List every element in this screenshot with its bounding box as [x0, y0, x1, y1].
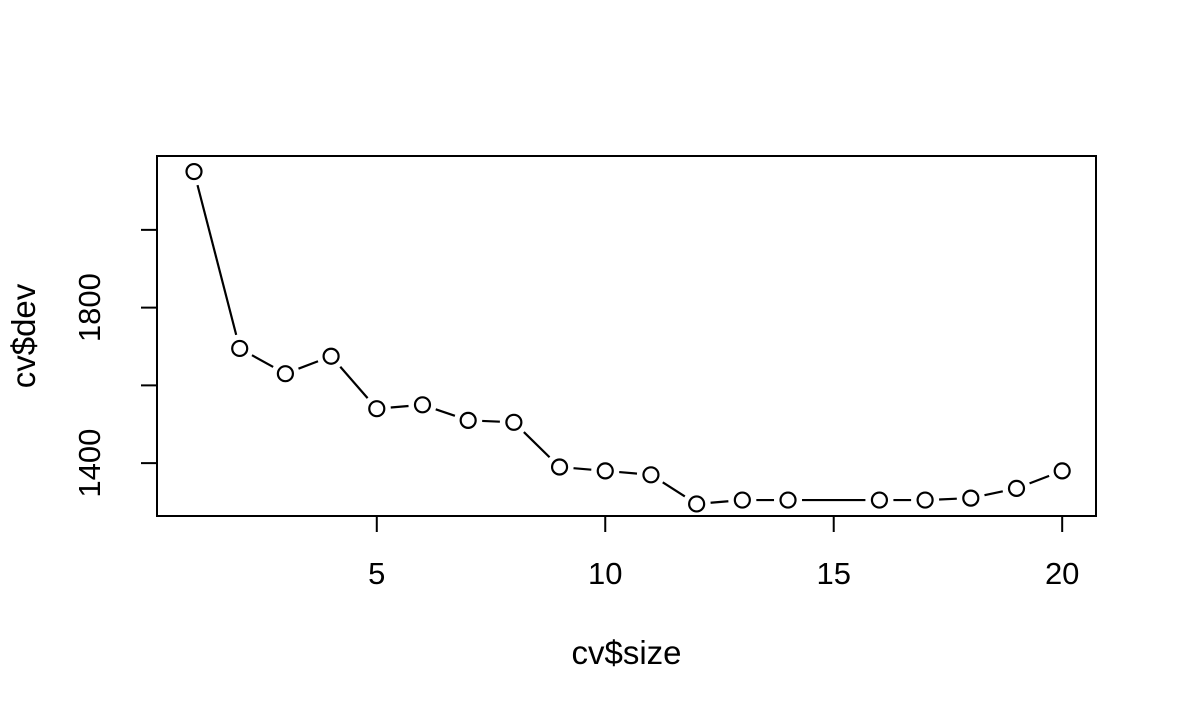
series-segment — [435, 408, 456, 417]
series-segment — [619, 470, 638, 475]
data-point — [870, 491, 889, 509]
series-segment — [573, 467, 592, 471]
data-point — [459, 411, 477, 429]
data-point — [322, 347, 340, 365]
data-point — [368, 400, 386, 418]
y-axis-tick-label: 1400 — [72, 429, 107, 498]
series-segment — [390, 404, 409, 409]
data-point — [505, 413, 523, 431]
series-segment — [523, 431, 551, 459]
series-segment — [251, 354, 274, 368]
data-point — [733, 491, 751, 509]
x-axis-tick-label: 10 — [588, 556, 622, 591]
data-point — [962, 489, 980, 507]
data-point — [779, 491, 797, 509]
series-segment — [482, 419, 500, 423]
data-point — [231, 339, 249, 358]
x-axis-title: cv$size — [571, 634, 681, 671]
series-segment — [984, 490, 1004, 497]
x-axis-tick-label: 20 — [1045, 556, 1079, 591]
series-segment — [298, 360, 319, 370]
data-point — [1053, 462, 1071, 480]
series-segment — [1029, 474, 1050, 485]
x-axis-tick-label: 15 — [816, 556, 850, 591]
data-point — [276, 365, 294, 383]
data-point — [688, 495, 706, 513]
data-point — [550, 458, 569, 476]
data-point — [413, 396, 432, 414]
series-segment — [339, 366, 369, 399]
x-axis-tick-label: 5 — [368, 556, 385, 591]
plot-box — [156, 155, 1097, 517]
series-segment — [662, 481, 686, 498]
data-point — [1007, 479, 1026, 497]
data-point — [916, 491, 934, 509]
series-segment — [939, 497, 957, 501]
series-segment — [196, 184, 238, 336]
data-point — [642, 466, 660, 484]
data-point — [185, 162, 203, 181]
data-point — [596, 462, 614, 480]
y-axis-tick-label: 1800 — [72, 273, 107, 342]
y-axis-title: cv$dev — [5, 283, 42, 388]
series-segment — [710, 500, 729, 504]
